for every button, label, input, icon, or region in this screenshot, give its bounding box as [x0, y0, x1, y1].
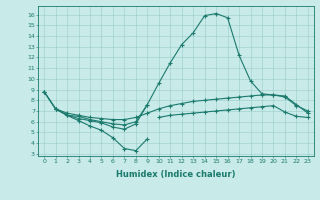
X-axis label: Humidex (Indice chaleur): Humidex (Indice chaleur) [116, 170, 236, 179]
